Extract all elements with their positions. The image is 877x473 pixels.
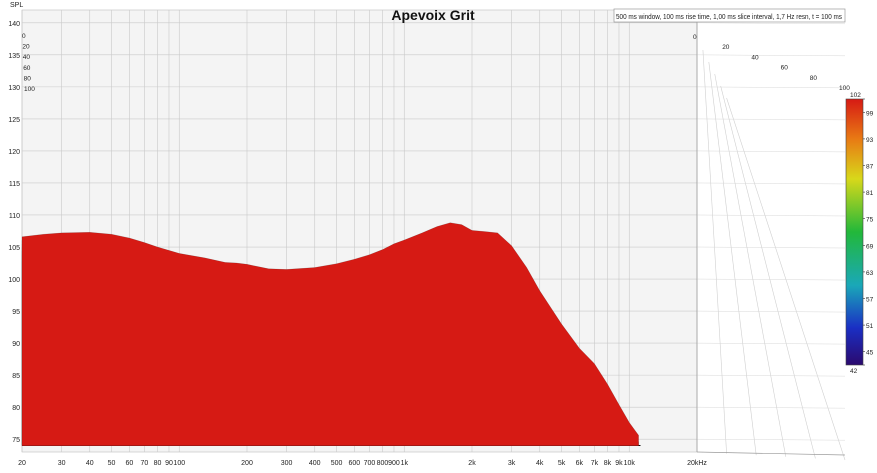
y-tick-label: 85	[12, 373, 20, 380]
chart-subtitle: 500 ms window, 100 ms rise time, 1,00 ms…	[616, 12, 842, 21]
colorbar-tick-label: 102	[850, 92, 861, 99]
depth-hline	[696, 150, 846, 153]
x-tick-label: 400	[309, 460, 321, 467]
time-tick-label-left: 20	[22, 44, 30, 51]
x-tick-label: 4k	[536, 460, 544, 467]
depth-hline	[696, 246, 846, 249]
y-tick-label: 110	[9, 213, 20, 220]
x-tick-label: 30	[58, 460, 66, 467]
time-tick-label-left: 0	[22, 33, 26, 40]
depth-axis	[696, 451, 846, 456]
time-tick-label: 0	[693, 34, 697, 41]
y-axis-label: SPL	[10, 2, 23, 9]
x-tick-label: 20kHz	[687, 460, 707, 467]
depth-layer	[696, 10, 846, 461]
depth-gridline	[726, 97, 846, 461]
x-tick-label: 1k	[401, 460, 409, 467]
time-tick-label: 60	[781, 65, 789, 72]
depth-gridline	[702, 49, 727, 454]
time-tick-label-left: 40	[23, 54, 31, 61]
x-tick-label: 100	[173, 460, 185, 467]
y-tick-label: 140	[8, 21, 20, 28]
time-tick-label: 40	[751, 54, 759, 61]
depth-hline	[696, 182, 846, 185]
waterfall-slice	[21, 222, 639, 446]
depth-hline	[696, 310, 846, 313]
depth-gridline	[708, 61, 757, 456]
time-tick-label-left: 80	[24, 75, 32, 82]
y-tick-label: 80	[12, 405, 20, 412]
y-tick-label: 115	[9, 181, 20, 188]
x-tick-label: 500	[331, 460, 343, 467]
depth-hline	[696, 22, 846, 25]
depth-hline	[696, 342, 846, 345]
x-tick-label: 80	[154, 460, 162, 467]
x-tick-label: 90	[165, 460, 173, 467]
x-tick-label: 2k	[468, 460, 476, 467]
depth-hline	[696, 278, 846, 281]
colorbar-tick-label: 75	[866, 217, 874, 224]
y-tick-label: 125	[8, 117, 20, 124]
depth-hline	[696, 214, 846, 217]
subtitle-box	[613, 8, 846, 23]
x-tick-label: 300	[281, 460, 293, 467]
chart-title: Apevoix Grit	[391, 7, 475, 23]
x-tick-label: 7k	[591, 460, 599, 467]
x-tick-label: 9k	[615, 460, 623, 467]
x-tick-label: 5k	[558, 460, 566, 467]
x-tick-label: 20	[18, 460, 26, 467]
depth-hline	[696, 406, 846, 409]
colorbar-tick-label: 87	[866, 164, 874, 171]
y-tick-label: 105	[8, 245, 20, 252]
colorbar-tick-label: 69	[866, 243, 874, 250]
time-tick-label: 20	[722, 44, 730, 51]
colorbar-tick-label: 99	[866, 110, 874, 117]
x-tick-label: 50	[108, 460, 116, 467]
x-tick-label: 200	[241, 460, 253, 467]
colorbar-tick-label: 93	[866, 137, 874, 144]
x-tick-label: 10k	[624, 460, 636, 467]
x-tick-label: 70	[141, 460, 149, 467]
y-tick-label: 120	[8, 149, 20, 156]
x-tick-label: 600	[349, 460, 361, 467]
time-tick-label-left: 60	[23, 65, 31, 72]
y-tick-label: 135	[8, 53, 20, 60]
surface-layer	[21, 222, 641, 446]
y-tick-label: 130	[8, 85, 20, 92]
y-tick-label: 100	[8, 277, 20, 284]
colorbar-tick-label: 81	[866, 190, 874, 197]
y-tick-label: 75	[12, 437, 20, 444]
x-tick-label: 60	[125, 460, 133, 467]
time-tick-label: 100	[839, 85, 850, 92]
time-tick-label: 80	[810, 75, 818, 82]
x-tick-label: 40	[86, 460, 94, 467]
x-tick-label: 3k	[508, 460, 516, 467]
colorbar-tick-label: 45	[866, 350, 874, 357]
depth-hline	[696, 438, 846, 441]
time-tick-label-left: 100	[24, 86, 35, 93]
depth-gridline	[720, 85, 816, 459]
colorbar-tick-label: 57	[866, 297, 874, 304]
depth-hline	[696, 374, 846, 377]
y-tick-label: 95	[12, 309, 20, 316]
y-tick-label: 90	[12, 341, 20, 348]
colorbar-tick-label: 42	[850, 368, 858, 375]
x-tick-label: 6k	[576, 460, 584, 467]
depth-hline	[696, 86, 846, 89]
colorbar: 102 99 93 87 81 75 69 63 57 51 45 42	[845, 92, 874, 375]
x-tick-label: 900	[388, 460, 400, 467]
depth-hline	[696, 118, 846, 121]
colorbar-gradient	[845, 98, 864, 366]
x-tick-label: 8k	[604, 460, 612, 467]
depth-hline	[696, 54, 846, 57]
depth-gridline	[714, 73, 787, 457]
colorbar-tick-label: 51	[866, 323, 874, 330]
labels-layer: 7580859095100105110115120125130135140002…	[8, 21, 850, 467]
x-tick-label: 800	[377, 460, 389, 467]
colorbar-tick-label: 63	[866, 270, 874, 277]
x-tick-label: 700	[364, 460, 376, 467]
